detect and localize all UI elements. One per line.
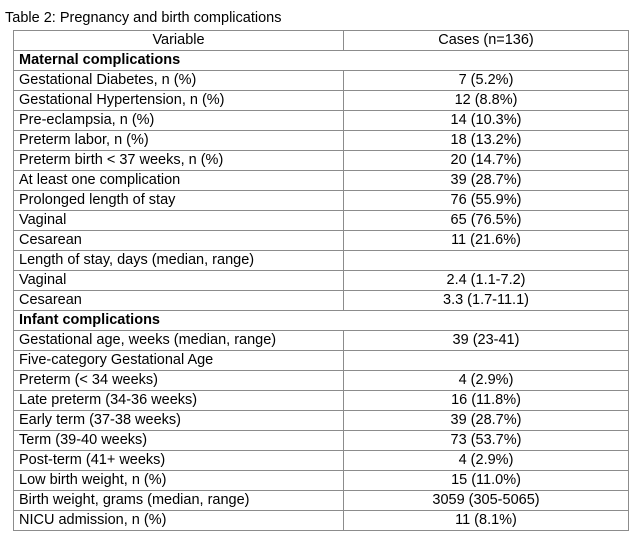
table-row: Preterm birth < 37 weeks, n (%) 20 (14.7%… bbox=[13, 150, 629, 171]
row-case-value bbox=[343, 250, 629, 271]
table-row: Preterm (< 34 weeks) 4 (2.9%) bbox=[13, 370, 629, 391]
table-row: Gestational Diabetes, n (%) 7 (5.2%) bbox=[13, 70, 629, 91]
table-row: Post-term (41+ weeks) 4 (2.9%) bbox=[13, 450, 629, 471]
row-variable-label: Late preterm (34-36 weeks) bbox=[13, 390, 344, 411]
row-case-value: 2.4 (1.1-7.2) bbox=[343, 270, 629, 291]
row-case-value: 18 (13.2%) bbox=[343, 130, 629, 151]
row-case-value: 12 (8.8%) bbox=[343, 90, 629, 111]
table-row: Birth weight, grams (median, range) 3059 … bbox=[13, 490, 629, 511]
table-row: Early term (37-38 weeks) 39 (28.7%) bbox=[13, 410, 629, 431]
row-variable-label: Cesarean bbox=[13, 290, 344, 311]
row-case-value: 11 (8.1%) bbox=[343, 510, 629, 531]
row-variable-label: Pre-eclampsia, n (%) bbox=[13, 110, 344, 131]
row-variable-label: Length of stay, days (median, range) bbox=[13, 250, 344, 271]
row-variable-label: Low birth weight, n (%) bbox=[13, 470, 344, 491]
row-case-value: 4 (2.9%) bbox=[343, 370, 629, 391]
column-header-variable: Variable bbox=[13, 30, 344, 51]
table-row: Pre-eclampsia, n (%) 14 (10.3%) bbox=[13, 110, 629, 131]
section-header-row: Maternal complications bbox=[13, 50, 629, 71]
row-variable-label: NICU admission, n (%) bbox=[13, 510, 344, 531]
table-row: At least one complication 39 (28.7%) bbox=[13, 170, 629, 191]
row-case-value: 15 (11.0%) bbox=[343, 470, 629, 491]
table-row: Preterm labor, n (%) 18 (13.2%) bbox=[13, 130, 629, 151]
row-case-value: 76 (55.9%) bbox=[343, 190, 629, 211]
section-header-row: Infant complications bbox=[13, 310, 629, 331]
row-case-value: 3059 (305-5065) bbox=[343, 490, 629, 511]
row-case-value: 16 (11.8%) bbox=[343, 390, 629, 411]
row-case-value bbox=[343, 350, 629, 371]
row-variable-label: Gestational Hypertension, n (%) bbox=[13, 90, 344, 111]
row-variable-label: Gestational Diabetes, n (%) bbox=[13, 70, 344, 91]
row-variable-label: Preterm labor, n (%) bbox=[13, 130, 344, 151]
table-row: Term (39-40 weeks) 73 (53.7%) bbox=[13, 430, 629, 451]
table-row: Vaginal 2.4 (1.1-7.2) bbox=[13, 270, 629, 291]
column-header-cases: Cases (n=136) bbox=[343, 30, 629, 51]
row-variable-label: Cesarean bbox=[13, 230, 344, 251]
row-variable-label: Vaginal bbox=[13, 270, 344, 291]
table-row: Gestational age, weeks (median, range) 39… bbox=[13, 330, 629, 351]
row-variable-label: Prolonged length of stay bbox=[13, 190, 344, 211]
table-row: Prolonged length of stay 76 (55.9%) bbox=[13, 190, 629, 211]
row-case-value: 73 (53.7%) bbox=[343, 430, 629, 451]
row-variable-label: Early term (37-38 weeks) bbox=[13, 410, 344, 431]
row-case-value: 11 (21.6%) bbox=[343, 230, 629, 251]
row-variable-label: Vaginal bbox=[13, 210, 344, 231]
row-case-value: 14 (10.3%) bbox=[343, 110, 629, 131]
table-row: NICU admission, n (%) 11 (8.1%) bbox=[13, 510, 629, 531]
row-variable-label: Post-term (41+ weeks) bbox=[13, 450, 344, 471]
row-variable-label: Term (39-40 weeks) bbox=[13, 430, 344, 451]
table-row: Length of stay, days (median, range) bbox=[13, 250, 629, 271]
complications-table: Variable Cases (n=136) Maternal complica… bbox=[13, 30, 629, 531]
table-row: Vaginal 65 (76.5%) bbox=[13, 210, 629, 231]
row-case-value: 39 (23-41) bbox=[343, 330, 629, 351]
table-row: Late preterm (34-36 weeks) 16 (11.8%) bbox=[13, 390, 629, 411]
row-case-value: 3.3 (1.7-11.1) bbox=[343, 290, 629, 311]
table-header-row: Variable Cases (n=136) bbox=[13, 30, 629, 51]
row-case-value: 7 (5.2%) bbox=[343, 70, 629, 91]
section-header-label: Infant complications bbox=[13, 310, 629, 331]
table-row: Cesarean 3.3 (1.7-11.1) bbox=[13, 290, 629, 311]
row-case-value: 65 (76.5%) bbox=[343, 210, 629, 231]
table-row: Low birth weight, n (%) 15 (11.0%) bbox=[13, 470, 629, 491]
row-variable-label: Five-category Gestational Age bbox=[13, 350, 344, 371]
row-variable-label: Gestational age, weeks (median, range) bbox=[13, 330, 344, 351]
table-row: Five-category Gestational Age bbox=[13, 350, 629, 371]
row-case-value: 20 (14.7%) bbox=[343, 150, 629, 171]
table-row: Cesarean 11 (21.6%) bbox=[13, 230, 629, 251]
row-variable-label: At least one complication bbox=[13, 170, 344, 191]
table-caption: Table 2: Pregnancy and birth complicatio… bbox=[5, 10, 282, 26]
row-case-value: 4 (2.9%) bbox=[343, 450, 629, 471]
table-body: Maternal complications Gestational Diabet… bbox=[13, 50, 629, 531]
row-variable-label: Preterm birth < 37 weeks, n (%) bbox=[13, 150, 344, 171]
row-variable-label: Birth weight, grams (median, range) bbox=[13, 490, 344, 511]
row-variable-label: Preterm (< 34 weeks) bbox=[13, 370, 344, 391]
row-case-value: 39 (28.7%) bbox=[343, 170, 629, 191]
row-case-value: 39 (28.7%) bbox=[343, 410, 629, 431]
section-header-label: Maternal complications bbox=[13, 50, 629, 71]
table-row: Gestational Hypertension, n (%) 12 (8.8%) bbox=[13, 90, 629, 111]
